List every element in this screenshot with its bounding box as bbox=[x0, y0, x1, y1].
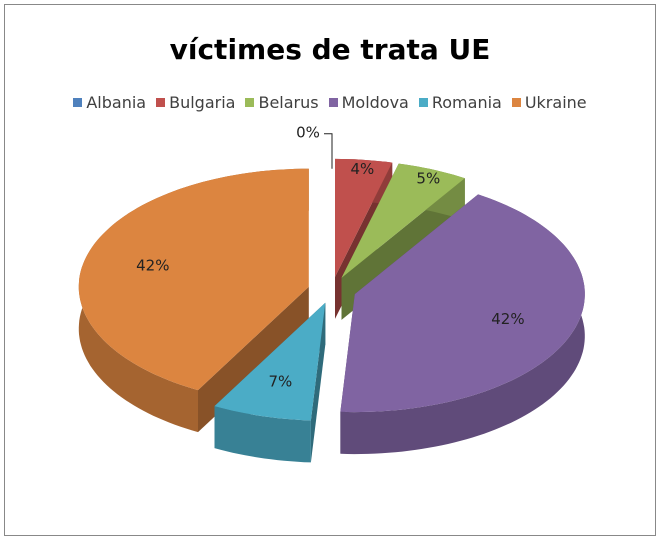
legend-label: Romania bbox=[431, 93, 502, 112]
slice-rim bbox=[340, 194, 585, 455]
slice bbox=[214, 302, 326, 421]
legend-label: Ukraine bbox=[524, 93, 587, 112]
legend-item: Albania bbox=[73, 93, 146, 112]
slice-rim bbox=[214, 406, 311, 463]
legend-item: Romania bbox=[418, 93, 502, 112]
legend-item: Belarus bbox=[245, 93, 319, 112]
legend-swatch bbox=[245, 98, 255, 107]
legend-item: Bulgaria bbox=[156, 93, 235, 112]
legend-swatch bbox=[73, 98, 83, 107]
data-label: 42% bbox=[491, 310, 524, 328]
legend-item: Moldova bbox=[328, 93, 409, 112]
leader-line bbox=[324, 133, 333, 169]
chart-title: víctimes de trata UE bbox=[169, 33, 491, 66]
legend-swatch bbox=[156, 98, 166, 107]
data-label: 7% bbox=[268, 372, 292, 390]
legend-label: Albania bbox=[86, 93, 147, 112]
legend-label: Moldova bbox=[341, 93, 409, 112]
data-label: 4% bbox=[350, 160, 374, 178]
legend-swatch bbox=[511, 98, 521, 107]
legend-swatch bbox=[328, 98, 338, 107]
data-label: 0% bbox=[296, 123, 320, 141]
legend-label: Bulgaria bbox=[169, 93, 236, 112]
legend: Albania Bulgaria Belarus Moldova Romania Ukra… bbox=[5, 93, 655, 112]
slice bbox=[341, 163, 465, 278]
data-label: 5% bbox=[416, 170, 440, 188]
data-label: 42% bbox=[136, 257, 169, 275]
legend-swatch bbox=[418, 98, 428, 107]
legend-item: Ukraine bbox=[511, 93, 587, 112]
slice bbox=[340, 194, 585, 413]
slice bbox=[335, 158, 393, 277]
legend-label: Belarus bbox=[258, 93, 319, 112]
slice bbox=[78, 168, 309, 391]
pie-tops bbox=[78, 158, 585, 421]
